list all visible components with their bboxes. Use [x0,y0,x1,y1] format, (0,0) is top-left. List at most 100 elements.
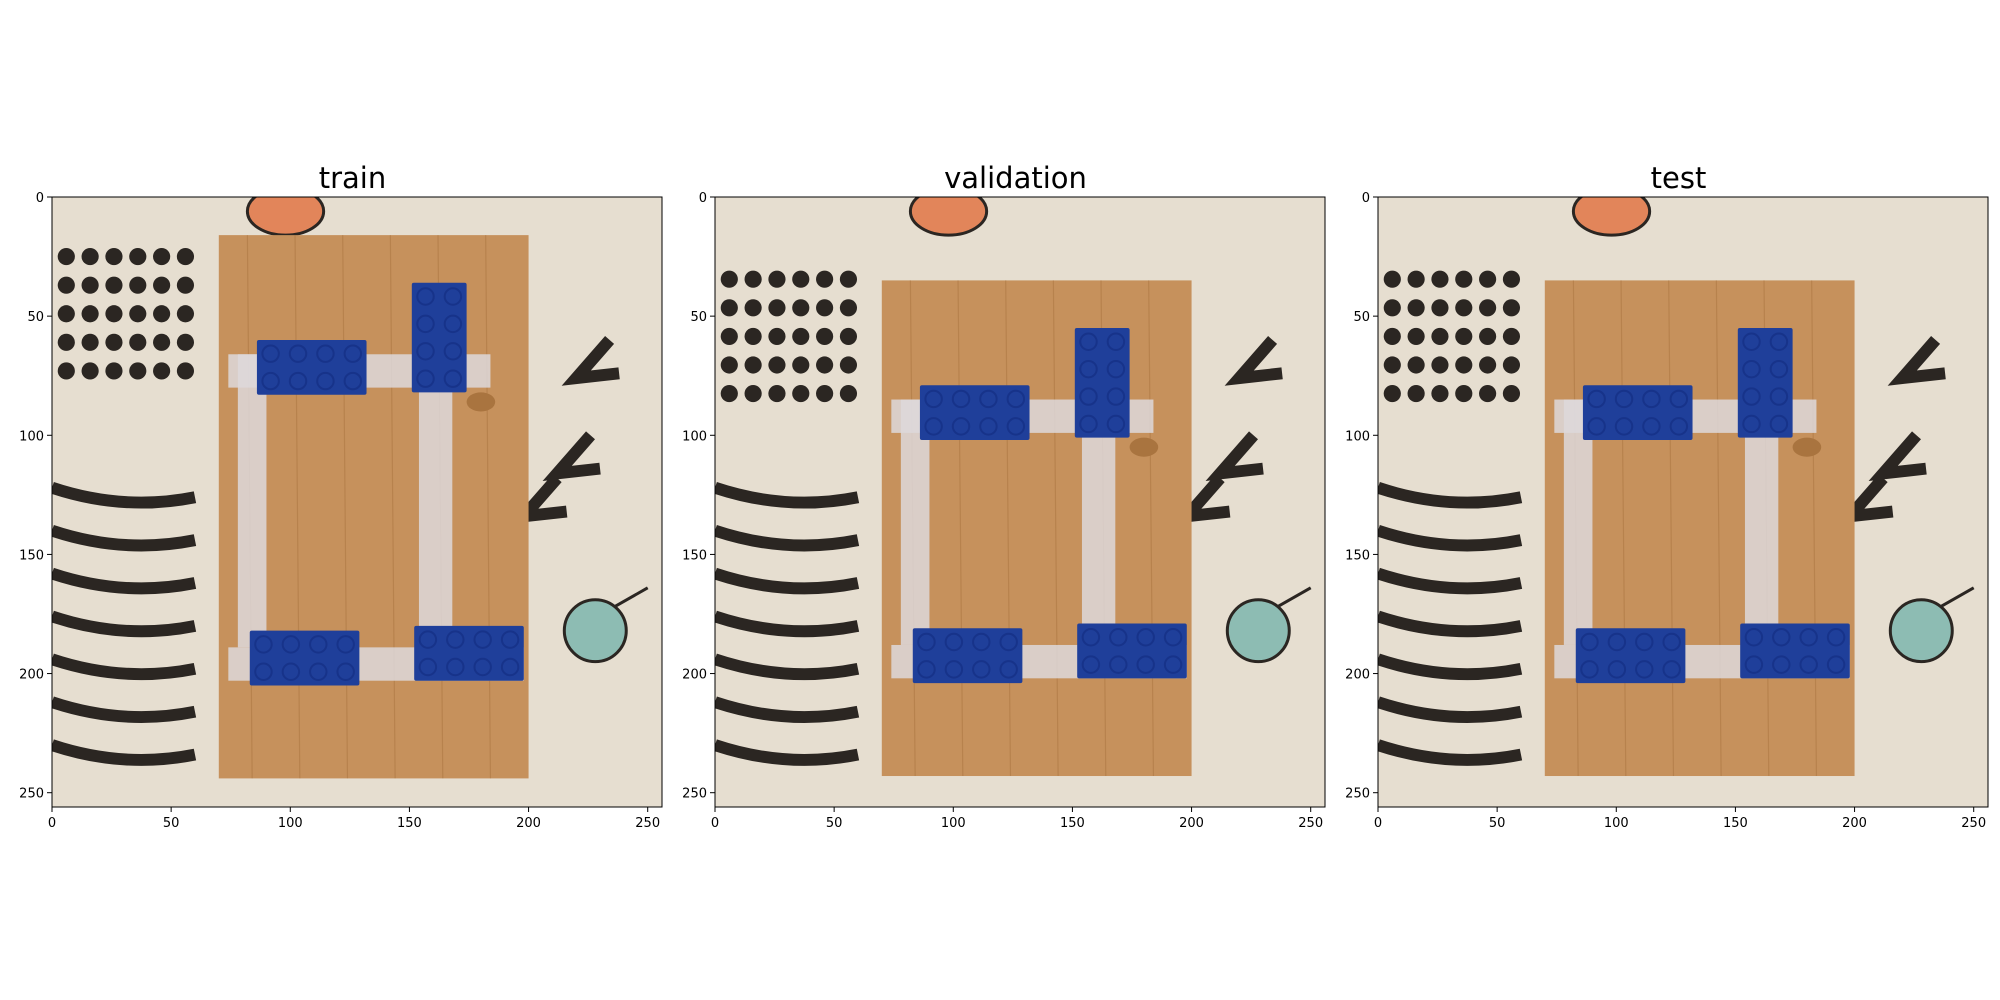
y-tick-label: 200 [19,668,44,683]
lego-stud [1669,389,1689,409]
dot-pattern [81,276,99,294]
dot-pattern [1383,327,1401,345]
x-tick-label: 150 [1723,816,1748,831]
y-tick-label: 150 [1345,548,1370,563]
dot-pattern [839,327,858,345]
dot-pattern [1479,327,1497,345]
wood-knot [466,392,496,412]
lego-stud [1614,417,1634,436]
wooden-board [1544,280,1855,777]
dot-pattern [1455,327,1473,345]
lego-stud [316,371,335,391]
striped-creature [715,610,860,638]
striped-creature [52,567,197,595]
lego-stud [446,657,465,677]
lego-stud [1826,628,1846,647]
y-tick-label: 250 [19,787,44,802]
dot-pattern [1455,299,1473,317]
teal-creature [1225,598,1291,664]
lego-stud [443,314,463,334]
lego-stud [1006,417,1026,436]
dot-pattern [81,333,99,351]
photo [1378,197,1988,807]
teal-creature-antenna [613,586,649,609]
lego-brick [912,628,1023,684]
dot-pattern [1407,356,1425,374]
dot-pattern [1407,327,1425,345]
dot-pattern [768,385,786,403]
dot-pattern [176,276,195,294]
striped-creature [1378,610,1523,638]
dot-pattern [839,385,858,403]
dot-pattern [57,362,75,380]
orange-creature-outline [908,197,989,237]
dot-pattern [744,356,762,374]
dot-pattern [744,270,762,288]
x-tick-label: 100 [278,816,303,831]
lego-stud [500,657,520,677]
dot-pattern [839,270,858,288]
x-tick-label: 200 [1842,816,1867,831]
axes-frame [714,196,1326,808]
y-tick-label: 100 [19,429,44,444]
striped-creature [1378,524,1523,552]
y-tick-label: 150 [19,548,44,563]
lego-stud [924,417,943,436]
lego-stud [336,635,355,654]
dot-pattern [720,327,738,345]
lego-stud [1772,655,1791,674]
lego-stud [1106,359,1126,379]
dot-pattern [153,305,171,323]
lego-stud [1079,332,1098,351]
lego-stud [1635,660,1654,679]
lego-stud [1106,332,1126,351]
striped-creature [1378,696,1523,724]
y-tick-label: 50 [690,310,707,325]
dot-pattern [1502,327,1521,345]
dot-pattern [153,247,171,266]
y-tick-label: 0 [1362,191,1370,206]
arrow-doodle [1224,336,1283,386]
panel-title: train [318,161,387,195]
lego-stud [1742,359,1761,379]
lego-stud [951,389,971,409]
tape-strip [418,354,453,648]
lego-brick [249,630,360,686]
dot-pattern [1479,299,1497,317]
y-tick-label: 250 [682,787,707,802]
lego-stud [288,371,308,391]
lego-stud [1607,632,1627,652]
striped-creature [52,696,197,724]
lego-stud [1607,660,1627,679]
dot-pattern [720,270,738,288]
orange-creature [1573,197,1650,236]
dot-pattern [792,299,810,317]
teal-creature [1888,598,1954,664]
lego-stud [309,635,328,654]
striped-creature [52,610,197,638]
striped-creature [1378,482,1523,509]
dot-pattern [720,356,738,374]
lego-stud [418,657,438,677]
wood-grain [957,280,964,777]
lego-stud [336,662,355,681]
dot-pattern [81,362,99,380]
lego-stud [1826,655,1846,674]
dot-pattern [816,385,834,403]
lego-stud [418,630,438,649]
dot-pattern [1455,356,1473,374]
dot-pattern [129,276,147,294]
wood-grain [342,235,349,779]
lego-stud [443,369,463,388]
striped-creature [52,524,197,552]
lego-stud [1772,628,1791,647]
wood-grain [389,235,396,779]
dot-pattern [105,362,123,380]
orange-creature [247,197,324,236]
striped-creature [1378,739,1523,766]
dot-pattern [1431,385,1449,403]
lego-brick [1737,328,1793,438]
lego-stud [443,287,463,306]
x-tick-label: 250 [1961,816,1986,831]
lego-stud [1109,655,1128,674]
